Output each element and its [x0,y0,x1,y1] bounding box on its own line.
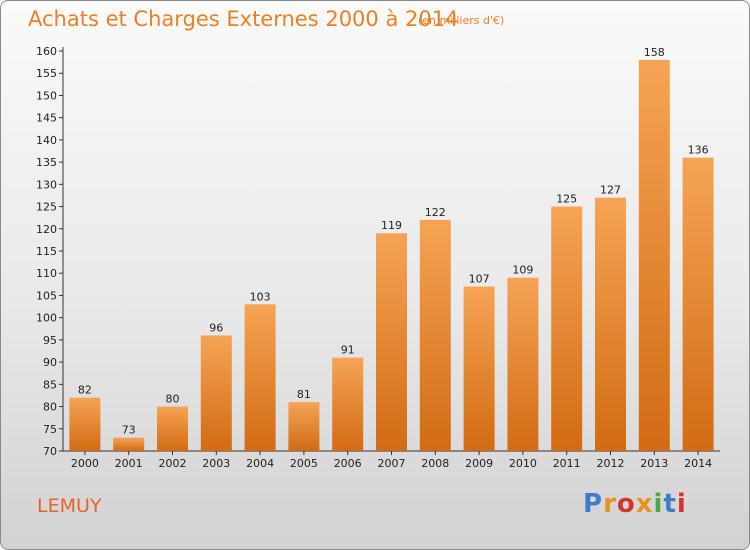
y-tick-label: 125 [36,201,57,214]
axes: 70 75 80 85 90 95 100 105 110 115 120 125 130 135 140 1… [36,45,720,470]
bar-2001 [113,437,145,451]
y-tick-label: 160 [36,45,57,58]
chart-subtitle: (en milliers d'€) [418,14,505,27]
bar-2013 [638,59,670,452]
x-tick-label: 2009 [465,457,493,470]
data-label: 109 [512,264,533,277]
y-tick-label: 140 [36,134,57,147]
y-tick-label: 90 [43,356,57,369]
logo-letter: t [663,489,677,519]
logo-letter: o [616,489,636,519]
x-tick-label: 2002 [159,457,187,470]
y-tick-label: 110 [36,267,57,280]
bar-2010 [507,277,539,451]
x-tick-label: 2004 [246,457,274,470]
data-label: 91 [341,344,355,357]
logo-letter: x [635,489,654,519]
y-tick-label: 155 [36,67,57,80]
chart-title: Achats et Charges Externes 2000 à 2014 [28,7,459,31]
x-tick-label: 2008 [421,457,449,470]
x-tick-label: 2001 [115,457,143,470]
x-tick-label: 2013 [640,457,668,470]
data-label: 96 [209,321,223,334]
x-tick-label: 2010 [509,457,537,470]
logo-letter: i [653,489,664,519]
logo-letter: i [676,489,687,519]
commune-name: LEMUY [37,495,102,517]
data-label: 119 [381,219,402,232]
y-tick-label: 105 [36,289,57,302]
data-label: 107 [469,273,490,286]
x-tick-label: 2003 [202,457,230,470]
bar-2007 [376,233,407,451]
logo-letter: r [603,489,617,519]
y-tick-label: 115 [36,245,57,258]
x-tick-label: 2012 [597,457,625,470]
bar-2000 [69,397,101,451]
y-tick-label: 75 [43,423,57,436]
y-tick-label: 100 [36,312,57,325]
proxiti-logo: Proxiti [583,489,687,519]
y-tick-label: 150 [36,89,57,102]
bar-2003 [200,335,232,451]
bar-2004 [244,304,276,451]
y-tick-label: 85 [43,378,57,391]
x-tick-label: 2005 [290,457,318,470]
bar-2002 [157,406,188,451]
data-labels: 82 73 80 96 103 81 91 119 122 107 109 125 127 158 136 [78,46,709,437]
data-label: 158 [644,46,665,59]
bar-2014 [682,157,714,451]
bar-2008 [419,219,451,451]
x-tick-label: 2000 [71,457,99,470]
data-label: 136 [688,144,709,157]
data-label: 81 [297,388,311,401]
bars [69,59,714,452]
bar-2009 [463,286,495,451]
data-label: 80 [166,393,180,406]
bar-2011 [551,206,583,451]
x-tick-label: 2006 [334,457,362,470]
data-label: 82 [78,384,92,397]
y-tick-label: 135 [36,156,57,169]
data-label: 103 [250,290,271,303]
data-label: 122 [425,206,446,219]
data-label: 127 [600,184,621,197]
bar-2005 [288,402,320,451]
y-tick-label: 95 [43,334,57,347]
x-tick-label: 2011 [553,457,581,470]
x-tick-label: 2007 [378,457,406,470]
logo-letter: P [583,489,604,519]
y-tick-label: 120 [36,223,57,236]
y-tick-label: 80 [43,401,57,414]
bar-2006 [332,357,364,451]
y-tick-label: 145 [36,112,57,125]
y-tick-label: 130 [36,178,57,191]
data-label: 73 [122,424,136,437]
x-tick-label: 2014 [684,457,712,470]
data-label: 125 [556,193,577,206]
bar-2012 [595,197,626,451]
y-tick-label: 70 [43,445,57,458]
